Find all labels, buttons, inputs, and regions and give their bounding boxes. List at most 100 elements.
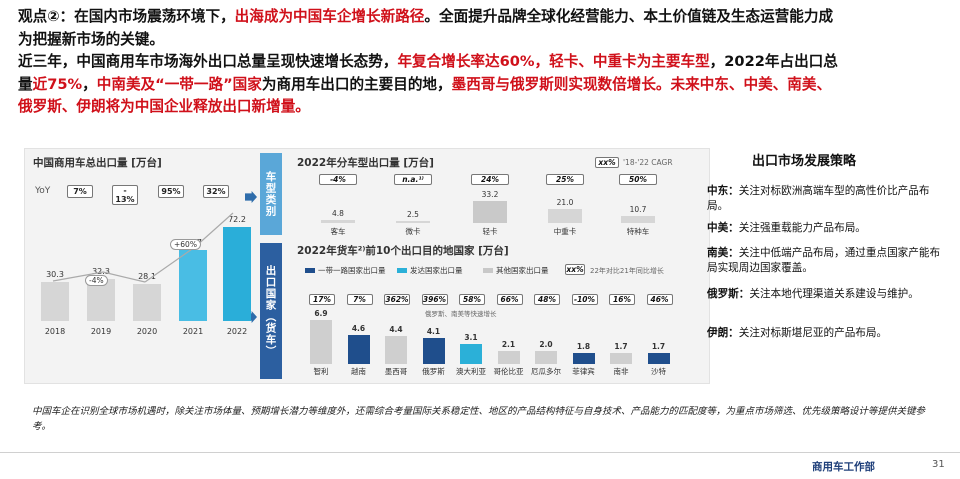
x-tick-label: 2018 (44, 327, 66, 336)
strategy-text: 关注对标欧洲高端车型的高性价比产品布局。 (707, 185, 930, 212)
cagr-box: 24% (471, 174, 509, 185)
x-tick-label: 沙特 (651, 367, 666, 376)
side-tab-export-country: 出口国家（货车） (260, 243, 282, 379)
value-label: 1.8 (576, 341, 591, 351)
yoy-box: -13% (112, 185, 138, 205)
x-tick-label: 2019 (90, 327, 112, 336)
legend-swatch (483, 268, 493, 273)
yoy-box: 66% (496, 294, 523, 305)
footer-department: 商用车工作部 (812, 461, 875, 473)
value-label: 21.0 (556, 198, 574, 208)
value-label: 6.9 (314, 309, 328, 318)
value-label: 2.1 (501, 339, 516, 349)
x-tick-label: 中重卡 (553, 227, 577, 236)
value-label: 4.8 (332, 208, 344, 218)
bar-墨西哥 (385, 335, 407, 364)
legend-label: 一带一路国家出口量 (318, 266, 386, 275)
yoy-box: -10% (571, 294, 598, 305)
bar-越南 (347, 334, 370, 364)
footer-divider (0, 452, 960, 453)
x-tick-label: 智利 (313, 367, 329, 376)
destination-title: 2022年货车²⁾前10个出口目的地国家 [万台] (297, 245, 509, 257)
strategy-text: 关注中低端产品布局，通过重点国家产能布局实现周边国家覆盖。 (707, 247, 941, 274)
intro-text: 为商用车出口的主要目的地， (261, 75, 452, 93)
strategy-region: 南美： (707, 247, 739, 259)
strategy-text: 关注强重载能力产品布局。 (738, 222, 866, 234)
footnote: 中国车企在识别全球市场机遇时，除关注市场体量、预期增长潜力等维度外，还需综合考量… (32, 406, 926, 432)
bar-2022 (223, 227, 251, 321)
strategy-region: 伊朗： (707, 327, 739, 339)
side-tab-vehicle-type: 车型类别 (260, 153, 282, 235)
bar-特种车 (621, 215, 655, 223)
x-tick-label: 2020 (136, 327, 158, 336)
x-tick-label: 菲律宾 (572, 367, 595, 376)
strategy-text: 关注本地代理渠道关系建设与维护。 (749, 288, 919, 300)
strategy-title: 出口市场发展策略 (752, 154, 857, 169)
yoy-box: 46% (646, 294, 673, 305)
value-label: 4.4 (389, 324, 403, 334)
cagr-legend-label: '18-'22 CAGR (623, 158, 673, 167)
value-label: 2.5 (407, 210, 419, 220)
legend-swatch (397, 268, 407, 273)
chart-panel: 中国商用车总出口量 [万台] YoY 车型类别 2022年分车型出口量 [万台]… (24, 148, 710, 384)
bar-智利 (310, 320, 332, 364)
intro-paragraph: 观点②：在国内市场震荡环境下，出海成为中国车企增长新路径。全面提升品牌全球化经营… (18, 6, 944, 119)
legend-item: 发达国家出口量 (397, 265, 463, 276)
intro-text: 为把握新市场的关键。 (18, 30, 164, 48)
intro-highlight: 墨西哥与俄罗斯则实现数倍增长。未来中东、中美、南美、 (451, 75, 832, 93)
value-label: 33.2 (481, 190, 499, 199)
intro-text: 。全面提升品牌全球化经营能力、本土价值链及生态运营能力成 (424, 8, 834, 25)
bar-俄罗斯 (422, 337, 445, 364)
strategy-item: 南美：关注中低端产品布局，通过重点国家产能布局实现周边国家覆盖。 (707, 246, 943, 276)
strategy-item: 中东：关注对标欧洲高端车型的高性价比产品布局。 (707, 184, 943, 214)
growth-bubble: -4% (85, 275, 108, 286)
intro-text: 量 (18, 75, 33, 93)
growth-bubble: +60% (170, 239, 201, 250)
bar-澳大利亚 (460, 344, 482, 364)
x-tick-label: 客车 (330, 227, 346, 236)
value-label: 1.7 (614, 342, 628, 352)
value-label: 1.7 (651, 342, 666, 352)
intro-highlight: 中南美及“一带一路”国家 (96, 75, 262, 93)
x-tick-label: 厄瓜多尔 (531, 367, 561, 376)
strategy-item: 伊朗：关注对标斯堪尼亚的产品布局。 (707, 326, 943, 341)
intro-highlight: 年复合增长率达60%，轻卡、中重卡为主要车型 (397, 53, 710, 70)
legend-label: 发达国家出口量 (410, 266, 463, 275)
bar-中重卡 (548, 209, 582, 223)
bar-南非 (610, 353, 632, 364)
yoy-label: YoY (35, 186, 51, 196)
x-tick-label: 墨西哥 (384, 367, 408, 376)
bar-客车 (321, 219, 355, 223)
legend-item: 一带一路国家出口量 (305, 265, 386, 276)
intro-highlight: 出海成为中国车企增长新路径 (234, 8, 425, 25)
intro-text: ，2022年占出口总 (709, 53, 838, 70)
bar-微卡 (396, 221, 430, 223)
yoy-box: 396% (421, 294, 448, 305)
yoy-box: 7% (346, 294, 373, 305)
yoy-box: 16% (609, 294, 635, 305)
cagr-box: 25% (546, 174, 584, 185)
intro-text: 近三年，中国商用车市场海外出口总量呈现快速增长态势， (18, 53, 398, 70)
x-tick-label: 2022 (226, 327, 248, 336)
trend-segment-flat (52, 271, 146, 283)
legend-item: 其他国家出口量 (483, 265, 549, 276)
x-tick-label: 哥伦比亚 (493, 367, 524, 376)
strategy-region: 俄罗斯： (707, 288, 750, 300)
bar-2018 (41, 281, 69, 321)
value-label: 4.6 (351, 323, 366, 333)
x-tick-label: 特种车 (626, 227, 650, 236)
value-label: 2.0 (539, 340, 553, 350)
x-tick-label: 南非 (613, 367, 629, 376)
x-tick-label: 越南 (351, 367, 366, 376)
x-tick-label: 澳大利亚 (456, 367, 486, 376)
yoy-box: 362% (384, 294, 410, 305)
legend-label: 其他国家出口量 (496, 266, 549, 275)
value-label: 72.2 (228, 215, 246, 225)
intro-highlight: 俄罗斯、伊朗将为中国企业释放出口新增量。 (18, 98, 310, 115)
bar-2020 (133, 284, 161, 321)
strategy-region: 中东： (707, 185, 739, 197)
strategy-region: 中美： (707, 222, 739, 234)
cagr-box: -4% (319, 174, 357, 185)
legend-yoy-note: 22年对比21年同比增长 (590, 267, 664, 275)
strategy-item: 中美：关注强重载能力产品布局。 (707, 221, 943, 236)
